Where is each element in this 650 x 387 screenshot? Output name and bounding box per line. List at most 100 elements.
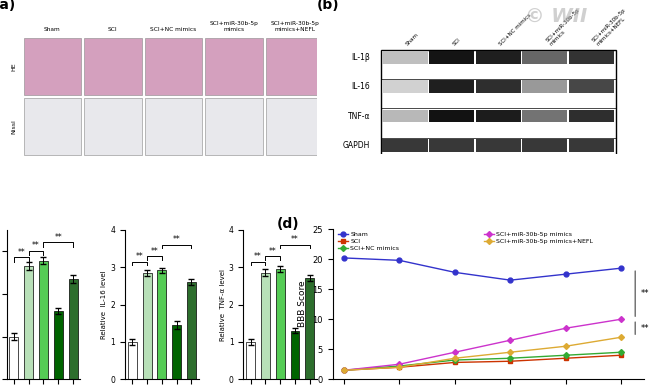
Line: SCI+miR-30b-5p mimics+NEFL: SCI+miR-30b-5p mimics+NEFL — [342, 335, 623, 372]
Bar — [569, 51, 614, 64]
SCI+NC mimics — [340, 368, 348, 373]
SCI+miR-30b-5p mimics+NEFL — [451, 356, 459, 361]
SCI+miR-30b-5p mimics+NEFL — [618, 335, 625, 339]
Bar — [246, 342, 255, 379]
SCI+miR-30b-5p mimics — [395, 362, 403, 366]
Bar — [10, 337, 18, 379]
Text: SCI+miR-30b-5p
mimics+NEFL: SCI+miR-30b-5p mimics+NEFL — [592, 7, 631, 47]
Bar — [382, 139, 428, 152]
Bar — [24, 266, 33, 379]
SCI+NC mimics — [506, 356, 514, 361]
Bar — [145, 38, 202, 95]
Bar — [569, 80, 614, 93]
Text: (b): (b) — [317, 0, 340, 12]
Y-axis label: Relative  IL-16 level: Relative IL-16 level — [101, 270, 107, 339]
Text: © WII: © WII — [525, 6, 588, 26]
Bar — [266, 38, 324, 95]
Bar — [276, 269, 285, 379]
Text: **: ** — [32, 241, 40, 250]
Bar — [84, 98, 142, 154]
Text: SCI+miR-30b-5p
mimics+NEFL: SCI+miR-30b-5p mimics+NEFL — [270, 21, 319, 32]
Sham — [451, 270, 459, 275]
Bar — [569, 139, 614, 152]
Bar — [172, 325, 181, 379]
Bar — [128, 342, 136, 379]
Text: SCI+NC mimics: SCI+NC mimics — [150, 27, 197, 32]
Y-axis label: Relative  TNF-α level: Relative TNF-α level — [220, 269, 226, 341]
Text: GAPDH: GAPDH — [343, 141, 370, 150]
Bar — [382, 51, 428, 64]
Bar — [382, 80, 428, 93]
SCI — [506, 359, 514, 363]
Sham — [562, 272, 569, 276]
Bar — [382, 110, 428, 123]
Bar — [266, 98, 324, 154]
Bar — [523, 80, 567, 93]
Text: TNF-α: TNF-α — [348, 111, 370, 121]
Bar — [187, 282, 196, 379]
Text: **: ** — [55, 233, 62, 242]
Bar — [205, 98, 263, 154]
Text: SCI+NC mimics: SCI+NC mimics — [499, 13, 532, 47]
SCI — [395, 365, 403, 370]
Bar — [69, 279, 77, 379]
SCI+miR-30b-5p mimics — [340, 368, 348, 373]
Sham — [506, 278, 514, 283]
Bar — [157, 270, 166, 379]
Bar — [23, 38, 81, 95]
Bar — [569, 110, 614, 123]
Text: Sham: Sham — [405, 32, 420, 47]
SCI+miR-30b-5p mimics+NEFL — [340, 368, 348, 373]
Text: (a): (a) — [0, 0, 16, 12]
Bar — [142, 273, 151, 379]
Bar — [23, 98, 81, 154]
Line: Sham: Sham — [341, 255, 624, 283]
Bar — [476, 110, 521, 123]
Sham — [340, 255, 348, 260]
Line: SCI+miR-30b-5p mimics: SCI+miR-30b-5p mimics — [342, 317, 623, 372]
Bar — [205, 38, 263, 95]
Bar — [291, 330, 300, 379]
Bar — [145, 98, 202, 154]
Text: SCI: SCI — [108, 27, 118, 32]
Bar — [306, 278, 314, 379]
Bar — [476, 80, 521, 93]
Text: **: ** — [291, 235, 299, 244]
Text: IL-16: IL-16 — [351, 82, 370, 91]
Sham — [395, 258, 403, 263]
Bar — [39, 260, 48, 379]
Text: **: ** — [641, 324, 649, 333]
Line: SCI+NC mimics: SCI+NC mimics — [342, 350, 623, 372]
Text: SCI+miR-30b-5p
mimics: SCI+miR-30b-5p mimics — [545, 7, 585, 47]
SCI — [340, 368, 348, 373]
Bar — [523, 139, 567, 152]
Bar — [429, 110, 474, 123]
Bar — [429, 51, 474, 64]
Text: **: ** — [151, 247, 159, 255]
Bar — [429, 139, 474, 152]
Bar — [84, 38, 142, 95]
Text: SCI+miR-30b-5p
mimics: SCI+miR-30b-5p mimics — [210, 21, 259, 32]
Text: HE: HE — [12, 62, 17, 71]
Text: SCI: SCI — [452, 37, 461, 47]
Text: **: ** — [173, 235, 181, 244]
SCI+NC mimics — [451, 358, 459, 362]
Bar — [523, 110, 567, 123]
Text: Sham: Sham — [44, 27, 60, 32]
Sham — [618, 266, 625, 271]
SCI+miR-30b-5p mimics — [618, 317, 625, 322]
SCI — [451, 360, 459, 365]
SCI+miR-30b-5p mimics — [506, 338, 514, 342]
Text: **: ** — [254, 252, 262, 261]
SCI+NC mimics — [562, 353, 569, 358]
Text: Nissl: Nissl — [12, 119, 17, 134]
Y-axis label: BBB Score: BBB Score — [298, 281, 307, 327]
Bar — [54, 311, 63, 379]
Text: **: ** — [18, 248, 25, 257]
SCI+miR-30b-5p mimics — [562, 326, 569, 330]
Line: SCI: SCI — [342, 353, 623, 372]
SCI+miR-30b-5p mimics+NEFL — [395, 365, 403, 370]
Bar — [381, 50, 616, 166]
Bar — [429, 80, 474, 93]
SCI+NC mimics — [618, 350, 625, 354]
